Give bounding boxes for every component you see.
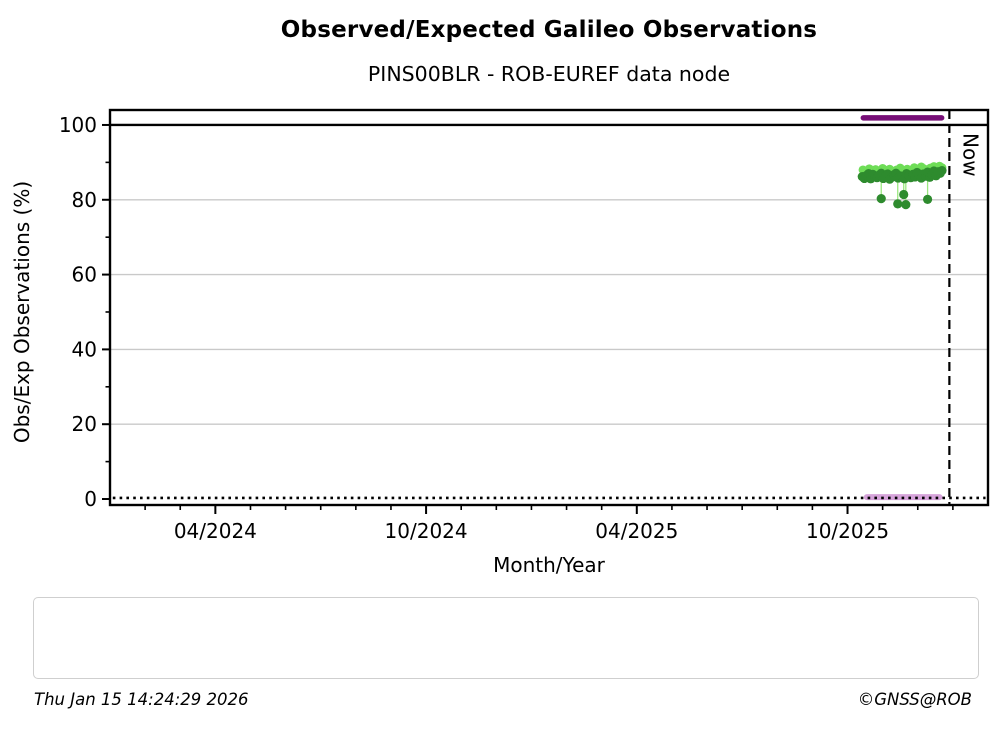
- generation-timestamp: Thu Jan 15 14:24:29 2026: [34, 690, 249, 709]
- x-tick-label: 04/2025: [595, 519, 678, 543]
- chart-title: Observed/Expected Galileo Observations: [280, 17, 818, 43]
- data-point-gal-2+f: [899, 189, 909, 200]
- y-axis-label: Obs/Exp Observations (%): [10, 180, 34, 444]
- plot-frame: [108, 108, 990, 507]
- now-label: Now: [958, 133, 982, 177]
- chart-subtitle: PINS00BLR - ROB-EUREF data node: [367, 62, 731, 86]
- y-tick-label: 80: [72, 188, 97, 212]
- data-point-gal-2+f: [893, 199, 903, 209]
- y-tick-label: 0: [84, 487, 97, 511]
- x-tick-label: 10/2025: [806, 519, 889, 543]
- y-tick-label: 60: [72, 263, 97, 287]
- y-tick-label: 40: [72, 337, 97, 361]
- plot-area: Now 0 20 40 60 80 100 04/2024 10/2024 04/2025 10/2…: [59, 108, 990, 543]
- x-tick-label: 04/2024: [174, 519, 257, 543]
- data-point-gal-2+f: [922, 194, 933, 204]
- data-point-gal-2+f: [876, 194, 886, 204]
- x-axis-label: Month/Year: [493, 553, 605, 577]
- y-tick-label: 20: [72, 412, 97, 436]
- y-tick-label: 100: [59, 113, 97, 137]
- data-point-gal-2+f: [901, 200, 911, 210]
- copyright-credit: ©GNSS@ROB: [857, 690, 972, 709]
- x-tick-label: 10/2024: [385, 519, 468, 543]
- legend-box: GAL 1f GAL 2+f obs ele log ele RINEX2 RI…: [33, 597, 979, 679]
- data-point-gal-2+f: [937, 165, 947, 176]
